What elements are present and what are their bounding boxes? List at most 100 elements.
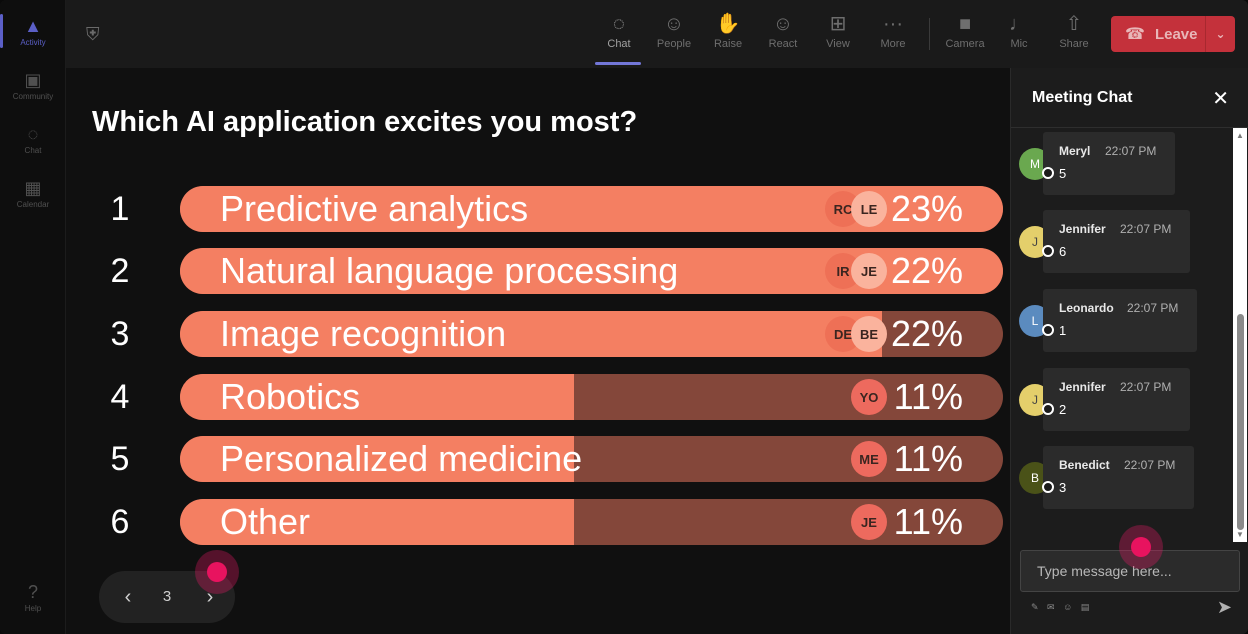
presence-status-icon [1042,481,1054,493]
chat-header: Meeting Chat ✕ [1011,68,1248,128]
toolbar-button-label: People [656,38,692,50]
chevron-down-icon[interactable]: ⌄ [1205,16,1235,52]
rail-item-help[interactable]: ? Help [3,572,63,622]
close-icon[interactable]: ✕ [1212,88,1229,110]
presence-status-icon [1042,403,1054,415]
voter-avatar: BE [851,316,887,352]
scroll-up-icon[interactable]: ▲ [1236,131,1244,140]
poll-option-percent: 22% [890,313,963,354]
voter-avatar: LE [851,191,887,227]
poll-option-row: 1 Predictive analytics LE RC 23% [66,186,1010,232]
voter-avatars: JE [851,504,887,540]
pointer-highlight [1119,525,1163,569]
poll-stage: Which AI application excites you most? 1… [66,68,1010,634]
rail-item-label: Activity [20,37,46,47]
meeting-toolbar: ⛨ ◌ Chat ☺ People ✋ Raise ☺ React ⊞ View… [66,0,1248,68]
leave-button[interactable]: ☎ Leave ⌄ [1111,16,1235,52]
rail-item-community[interactable]: ▣ Community [3,60,63,110]
rail-item-label: Calendar [16,199,50,209]
voter-avatars: YO [851,379,887,415]
poll-option-number: 4 [110,378,130,416]
poll-option-number: 5 [110,440,130,478]
toolbar-view-button[interactable]: ⊞ View [811,10,865,60]
presence-status-icon [1042,324,1054,336]
page-number: 3 [162,588,172,605]
poll-option-label: Other [220,501,311,542]
chat-compose-box[interactable] [1020,550,1240,592]
toolbar-raise-button[interactable]: ✋ Raise [701,10,755,60]
message-timestamp: 22:07 PM [1120,380,1172,394]
scroll-down-icon[interactable]: ▼ [1236,530,1244,539]
toolbar-button-label: Mic [1010,38,1028,50]
toolbar-divider [929,18,930,50]
message-timestamp: 22:07 PM [1124,458,1176,472]
hand-icon: ✋ [715,13,741,35]
poll-option-percent: 11% [893,501,963,542]
toolbar-share-button[interactable]: ⇧ Share [1047,10,1101,60]
message-author: Meryl [1059,144,1091,158]
poll-option-percent: 23% [890,188,963,229]
chevron-right-icon[interactable]: › [206,586,214,608]
chat-message[interactable]: M Meryl 22:07 PM 5 [1019,132,1219,196]
scrollbar-thumb[interactable] [1237,314,1244,530]
poll-option-percent: 11% [893,376,963,417]
poll-option-number: 1 [110,190,130,228]
chat-title: Meeting Chat [1032,89,1133,106]
toolbar-button-label: Share [1059,38,1089,50]
mic-icon: ♩ [1009,13,1029,35]
chat-icon: ◌ [27,123,39,144]
poll-option-number: 6 [110,503,130,541]
poll-bar-track: Other JE 11% [180,499,1003,545]
toolbar-people-button[interactable]: ☺ People [647,10,701,60]
message-bubble: Meryl 22:07 PM 5 [1043,132,1175,195]
phone-hangup-icon: ☎ [1125,26,1145,43]
chat-message[interactable]: B Benedict 22:07 PM 3 [1019,446,1219,510]
chevron-left-icon[interactable]: ‹ [124,586,132,608]
chat-message[interactable]: L Leonardo 22:07 PM 1 [1019,289,1219,353]
poll-bar-fill [180,436,574,482]
voter-avatars: JE IR [825,253,887,289]
poll-option-number: 3 [110,315,130,353]
meeting-chat-panel: Meeting Chat ✕ M Meryl 22:07 PM 5 J Jennifer 2… [1010,68,1248,634]
toolbar-more-button[interactable]: ··· More [866,10,920,60]
toolbar-react-button[interactable]: ☺ React [756,10,810,60]
presence-status-icon [1042,245,1054,257]
message-input[interactable] [1021,551,1239,591]
presence-status-icon [1042,167,1054,179]
poll-option-percent: 22% [890,250,963,291]
message-text: 1 [1059,323,1067,338]
voter-avatars: BE DE [825,316,887,352]
toolbar-camera-button[interactable]: ■ Camera [938,10,992,60]
send-icon[interactable]: ➤ [1216,597,1232,617]
message-bubble: Jennifer 22:07 PM 2 [1043,368,1190,431]
voter-avatars: ME [851,441,887,477]
voter-avatar: ME [851,441,887,477]
chat-scrollbar[interactable]: ▲ ▼ [1233,128,1247,542]
poll-option-row: 6 Other JE 11% [66,499,1010,545]
poll-bar-track: Natural language processing JE IR 22% [180,248,1003,294]
community-icon: ▣ [24,69,42,90]
voter-avatars: LE RC [825,191,887,227]
chat-message[interactable]: J Jennifer 22:07 PM 6 [1019,210,1219,274]
toolbar-mic-button[interactable]: ♩ Mic [992,10,1046,60]
rail-item-label: Community [12,91,54,101]
shield-icon[interactable]: ⛨ [86,24,100,44]
toolbar-button-label: React [768,38,798,50]
rail-item-activity[interactable]: ▲ Activity [0,6,63,56]
poll-option-label: Predictive analytics [220,188,529,229]
message-text: 6 [1059,244,1067,259]
format-tools-icon[interactable]: ✎ ✉ ☺ ▤ [1031,602,1093,612]
message-author: Leonardo [1059,301,1114,315]
pointer-highlight [195,550,239,594]
help-icon: ? [27,581,38,602]
toolbar-chat-button[interactable]: ◌ Chat [592,10,646,65]
rail-item-calendar[interactable]: ▦ Calendar [3,168,63,218]
rail-item-label: Chat [24,145,42,155]
chat-message[interactable]: J Jennifer 22:07 PM 2 [1019,368,1219,432]
poll-bar-track: Personalized medicine ME 11% [180,436,1003,482]
share-icon: ⇧ [1065,13,1083,35]
rail-item-chat[interactable]: ◌ Chat [3,114,63,164]
bell-icon: ▲ [24,15,42,36]
message-bubble: Leonardo 22:07 PM 1 [1043,289,1197,352]
